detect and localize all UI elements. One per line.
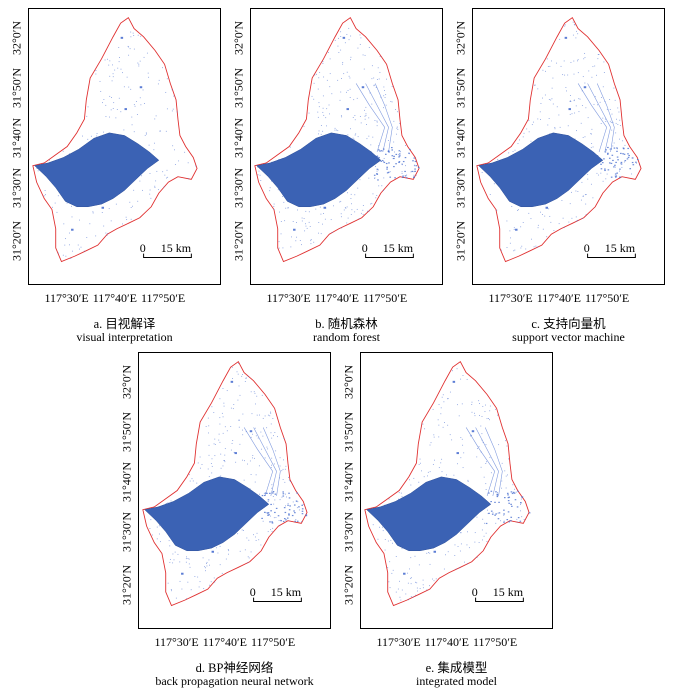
scale-bar-zero: 0 [361,240,368,255]
latitude-label: 31°30′N [231,168,246,209]
scale-bar-distance: 15 km [492,584,524,599]
scale-bar [253,597,302,603]
latitude-label: 31°40′N [453,118,468,159]
latitude-label: 31°50′N [9,68,24,109]
longitude-label: 117°30′E [376,635,421,649]
panel-caption-cn: b. 随机森林 [315,317,378,331]
water-pixels [481,21,640,252]
latitude-label: 31°30′N [341,512,356,553]
latitude-label: 31°40′N [9,118,24,159]
latitude-label: 31°20′N [341,564,356,605]
latitude-label: 31°40′N [119,462,134,503]
panel-caption-en: random forest [313,330,380,344]
longitude-label: 117°40′E [202,635,247,649]
longitude-label: 117°50′E [472,635,518,649]
latitude-label: 31°50′N [119,412,134,453]
water-pixels [372,368,531,601]
longitude-label: 117°40′E [424,635,469,649]
map-canvas [32,16,198,263]
lake-area [366,476,492,552]
latitude-label: 31°40′N [341,462,356,503]
panel-caption-en: visual interpretation [76,330,173,344]
longitude-label: 117°30′E [266,291,311,305]
scale-bar [143,253,192,259]
map-frame [28,8,221,285]
panel-caption-en: integrated model [416,674,497,688]
water-pixels [257,27,420,249]
map-frame [138,352,331,629]
scale-bar [365,253,414,259]
longitude-label: 117°30′E [154,635,199,649]
latitude-label: 31°20′N [453,220,468,261]
longitude-label: 117°40′E [92,291,137,305]
map-panel-d: 0 15 km 32°0′N 31°50′N 31°40′N 31°30′N 31°20′N… [110,352,332,692]
map-panel-a: 0 15 km 32°0′N 31°50′N 31°40′N 31°30′N 31°20′N… [0,8,222,348]
lake-area [144,476,270,552]
latitude-label: 31°50′N [341,412,356,453]
map-frame [250,8,443,285]
map-canvas [254,16,420,263]
latitude-label: 31°30′N [9,168,24,209]
panel-caption-cn: a. 目视解译 [93,317,156,331]
scale-bar [475,597,524,603]
latitude-label: 32°0′N [119,365,134,400]
latitude-label: 32°0′N [9,21,24,56]
latitude-label: 31°20′N [231,220,246,261]
longitude-label: 117°40′E [536,291,581,305]
map-canvas [142,360,308,607]
scale-bar-distance: 15 km [270,584,302,599]
latitude-label: 31°20′N [119,564,134,605]
water-pixels [149,363,308,600]
map-panel-e: 0 15 km 32°0′N 31°50′N 31°40′N 31°30′N 31°20′N… [332,352,554,692]
scale-bar-distance: 15 km [382,240,414,255]
scale-bar-zero: 0 [139,240,146,255]
panel-caption-cn: e. 集成模型 [425,661,488,675]
scale-bar-zero: 0 [471,584,478,599]
latitude-label: 32°0′N [341,365,356,400]
latitude-label: 31°50′N [453,68,468,109]
scale-bar-zero: 0 [249,584,256,599]
latitude-label: 32°0′N [453,21,468,56]
scale-bar [587,253,636,259]
map-panel-b: 0 15 km 32°0′N 31°50′N 31°40′N 31°30′N 31°20′N… [222,8,444,348]
map-frame [472,8,665,285]
longitude-label: 117°50′E [140,291,186,305]
lake-area [478,132,604,208]
latitude-label: 31°50′N [231,68,246,109]
latitude-label: 31°30′N [119,512,134,553]
map-panel-c: 0 15 km 32°0′N 31°50′N 31°40′N 31°30′N 31°20′N… [444,8,666,348]
latitude-label: 31°20′N [9,220,24,261]
longitude-label: 117°50′E [584,291,630,305]
latitude-label: 31°40′N [231,118,246,159]
map-frame [360,352,553,629]
longitude-label: 117°30′E [488,291,533,305]
scale-bar-zero: 0 [583,240,590,255]
longitude-label: 117°30′E [44,291,89,305]
scale-bar-distance: 15 km [604,240,636,255]
panel-caption-en: support vector machine [512,330,625,344]
scale-bar-distance: 15 km [160,240,192,255]
panel-caption-cn: d. BP神经网络 [195,661,274,675]
latitude-label: 31°30′N [453,168,468,209]
lake-area [256,132,382,208]
longitude-label: 117°40′E [314,291,359,305]
panel-caption-cn: c. 支持向量机 [531,317,606,331]
map-canvas [364,360,531,607]
panel-caption-en: back propagation neural network [155,674,314,688]
lake-area [34,132,160,208]
water-pixels [36,31,197,259]
map-canvas [476,16,642,263]
latitude-label: 32°0′N [231,21,246,56]
longitude-label: 117°50′E [250,635,296,649]
longitude-label: 117°50′E [362,291,408,305]
